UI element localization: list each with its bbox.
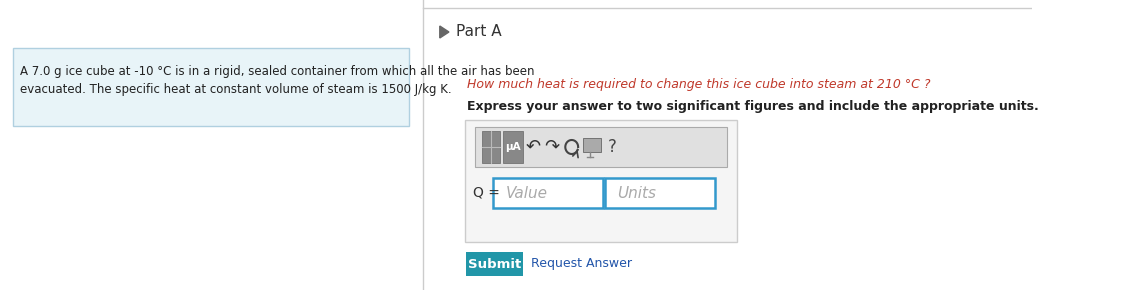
FancyBboxPatch shape: [503, 131, 524, 163]
FancyBboxPatch shape: [474, 127, 727, 167]
Text: Express your answer to two significant figures and include the appropriate units: Express your answer to two significant f…: [467, 100, 1039, 113]
Text: A 7.0 g ice cube at -10 °C is in a rigid, sealed container from which all the ai: A 7.0 g ice cube at -10 °C is in a rigid…: [20, 65, 535, 78]
FancyBboxPatch shape: [605, 178, 715, 208]
Text: Request Answer: Request Answer: [531, 258, 633, 271]
FancyBboxPatch shape: [466, 252, 524, 276]
Text: evacuated. The specific heat at constant volume of steam is 1500 J/kg K.: evacuated. The specific heat at constant…: [20, 83, 452, 96]
FancyBboxPatch shape: [583, 138, 601, 152]
FancyBboxPatch shape: [482, 131, 500, 163]
Text: Submit: Submit: [468, 258, 521, 271]
Text: Units: Units: [617, 186, 656, 200]
Polygon shape: [440, 26, 449, 38]
FancyBboxPatch shape: [465, 120, 736, 242]
Text: Part A: Part A: [456, 24, 502, 39]
FancyBboxPatch shape: [493, 178, 602, 208]
Text: Q =: Q =: [473, 186, 500, 200]
Text: How much heat is required to change this ice cube into steam at 210 °C ?: How much heat is required to change this…: [467, 78, 931, 91]
Text: Value: Value: [506, 186, 547, 200]
Text: μA: μA: [506, 142, 521, 152]
Text: ↷: ↷: [544, 138, 560, 156]
Text: ?: ?: [608, 138, 616, 156]
Text: ↶: ↶: [526, 138, 540, 156]
FancyBboxPatch shape: [12, 48, 409, 126]
